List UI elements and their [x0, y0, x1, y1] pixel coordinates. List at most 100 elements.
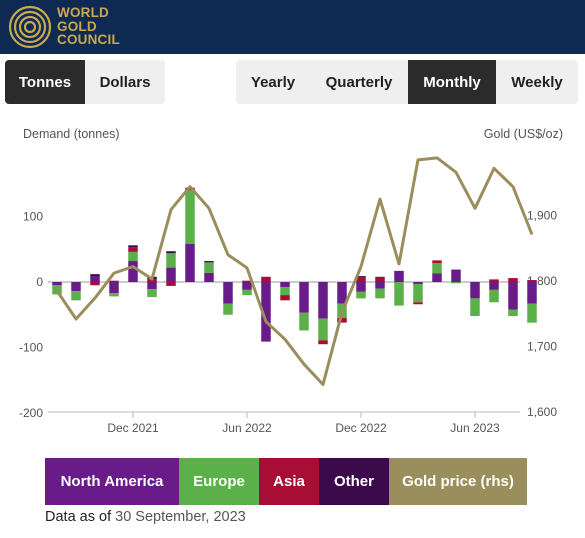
- bar-segment: [128, 247, 138, 252]
- bar-segment: [527, 280, 537, 282]
- bar-segment: [489, 282, 499, 290]
- yearly-button[interactable]: Yearly: [250, 73, 296, 91]
- right-tick-label: 1,600: [527, 405, 557, 419]
- bar-segment: [185, 190, 195, 245]
- weekly-button[interactable]: Weekly: [511, 73, 563, 91]
- bar-segment: [166, 282, 176, 286]
- bar-segment: [204, 272, 214, 282]
- period-toggle: Yearly Quarterly Monthly Weekly: [236, 60, 578, 104]
- legend-label: Asia: [273, 473, 305, 490]
- bar-segment: [508, 309, 518, 317]
- bar-segment: [128, 251, 138, 262]
- bar-segment: [451, 282, 461, 284]
- x-tick-label: Jun 2022: [222, 421, 272, 435]
- bar-segment: [299, 312, 309, 331]
- as-of-date: 30 September, 2023: [115, 509, 246, 525]
- left-tick-label: 0: [36, 275, 43, 289]
- left-axis-title: Demand (tonnes): [23, 127, 120, 141]
- quarterly-button[interactable]: Quarterly: [325, 73, 393, 91]
- logo-wordmark: WORLD GOLD COUNCIL: [57, 6, 120, 47]
- world-gold-council-logo-icon[interactable]: [8, 5, 52, 49]
- bar-segment: [299, 282, 309, 313]
- left-tick-label: 100: [23, 210, 43, 224]
- logo-line-3: COUNCIL: [57, 32, 120, 47]
- bar-segment: [90, 276, 100, 282]
- legend-gold-price[interactable]: Gold price (rhs): [389, 458, 527, 505]
- bar-segment: [109, 280, 119, 282]
- gold-price-line: [55, 156, 534, 386]
- bar-segment: [223, 303, 233, 315]
- bar-segment: [413, 302, 423, 305]
- legend-asia[interactable]: Asia: [259, 458, 319, 505]
- tonnes-button[interactable]: Tonnes: [5, 60, 85, 104]
- bar-segment: [470, 298, 480, 317]
- bar-segment: [242, 280, 252, 282]
- x-tick-label: Dec 2021: [107, 421, 159, 435]
- logo-line-2: GOLD: [57, 18, 97, 34]
- left-tick-label: -200: [19, 406, 43, 420]
- monthly-button[interactable]: Monthly: [408, 60, 496, 104]
- bar-segment: [71, 282, 81, 292]
- bar-segment: [413, 282, 423, 284]
- units-toggle: Tonnes Dollars: [5, 60, 165, 104]
- as-of-prefix: Data as of: [45, 509, 112, 525]
- bar-segment: [356, 277, 366, 282]
- bar-segment: [375, 276, 385, 282]
- bar-segment: [489, 289, 499, 303]
- bar-segment: [128, 245, 138, 248]
- legend-label: Other: [333, 473, 374, 490]
- bar-segment: [109, 293, 119, 297]
- bar-segment: [413, 283, 423, 303]
- bar-segment: [356, 282, 366, 292]
- demand-chart: Demand (tonnes) Gold (US$/oz) 100 0 -100 -2…: [19, 127, 563, 435]
- bar-segment: [508, 278, 518, 282]
- chart-legend: North America Europe Asia Other Gold pri…: [45, 458, 527, 505]
- bar-segment: [71, 291, 81, 301]
- bar-segment: [280, 282, 290, 288]
- bar-segment: [147, 282, 157, 290]
- bar-segment: [204, 262, 214, 273]
- site-header: WORLD GOLD COUNCIL: [0, 0, 585, 54]
- bar-segment: [280, 295, 290, 301]
- bar-segment: [242, 289, 252, 296]
- bar-segment: [223, 282, 233, 304]
- bar-segment: [432, 260, 442, 264]
- bar-segment: [470, 282, 480, 299]
- bar-segment: [90, 274, 100, 277]
- bar-segment: [166, 251, 176, 254]
- legend-europe[interactable]: Europe: [179, 458, 259, 505]
- bar-segment: [147, 289, 157, 298]
- bar-segment: [508, 282, 518, 310]
- bar-segment: [52, 282, 62, 286]
- right-tick-label: 1,900: [527, 209, 557, 223]
- dollars-button[interactable]: Dollars: [99, 73, 151, 91]
- x-tick-label: Dec 2022: [335, 421, 387, 435]
- bar-segment: [185, 244, 195, 282]
- legend-label: North America: [60, 473, 164, 490]
- bar-segment: [489, 279, 499, 282]
- bar-segment: [318, 318, 328, 341]
- bar-segment: [432, 273, 442, 282]
- bar-segment: [128, 261, 138, 282]
- bar-segment: [375, 282, 385, 289]
- legend-other[interactable]: Other: [319, 458, 389, 505]
- left-tick-label: -100: [19, 341, 43, 355]
- legend-north-america[interactable]: North America: [45, 458, 179, 505]
- bar-segment: [280, 287, 290, 296]
- legend-label: Europe: [193, 473, 245, 490]
- bar-segment: [166, 267, 176, 282]
- legend-label: Gold price (rhs): [402, 473, 514, 490]
- bar-segment: [432, 263, 442, 274]
- bar-segment: [356, 291, 366, 299]
- bar-segment: [109, 282, 119, 294]
- bar-segment: [147, 279, 157, 282]
- bar-segment: [337, 318, 347, 323]
- logo-line-1: WORLD: [57, 5, 109, 20]
- bar-segment: [337, 282, 347, 304]
- right-axis-title: Gold (US$/oz): [484, 127, 563, 141]
- bar-segment: [394, 270, 404, 282]
- bar-segment: [356, 276, 366, 278]
- bar-segment: [318, 340, 328, 345]
- bar-segment: [90, 282, 100, 286]
- bar-segment: [242, 282, 252, 290]
